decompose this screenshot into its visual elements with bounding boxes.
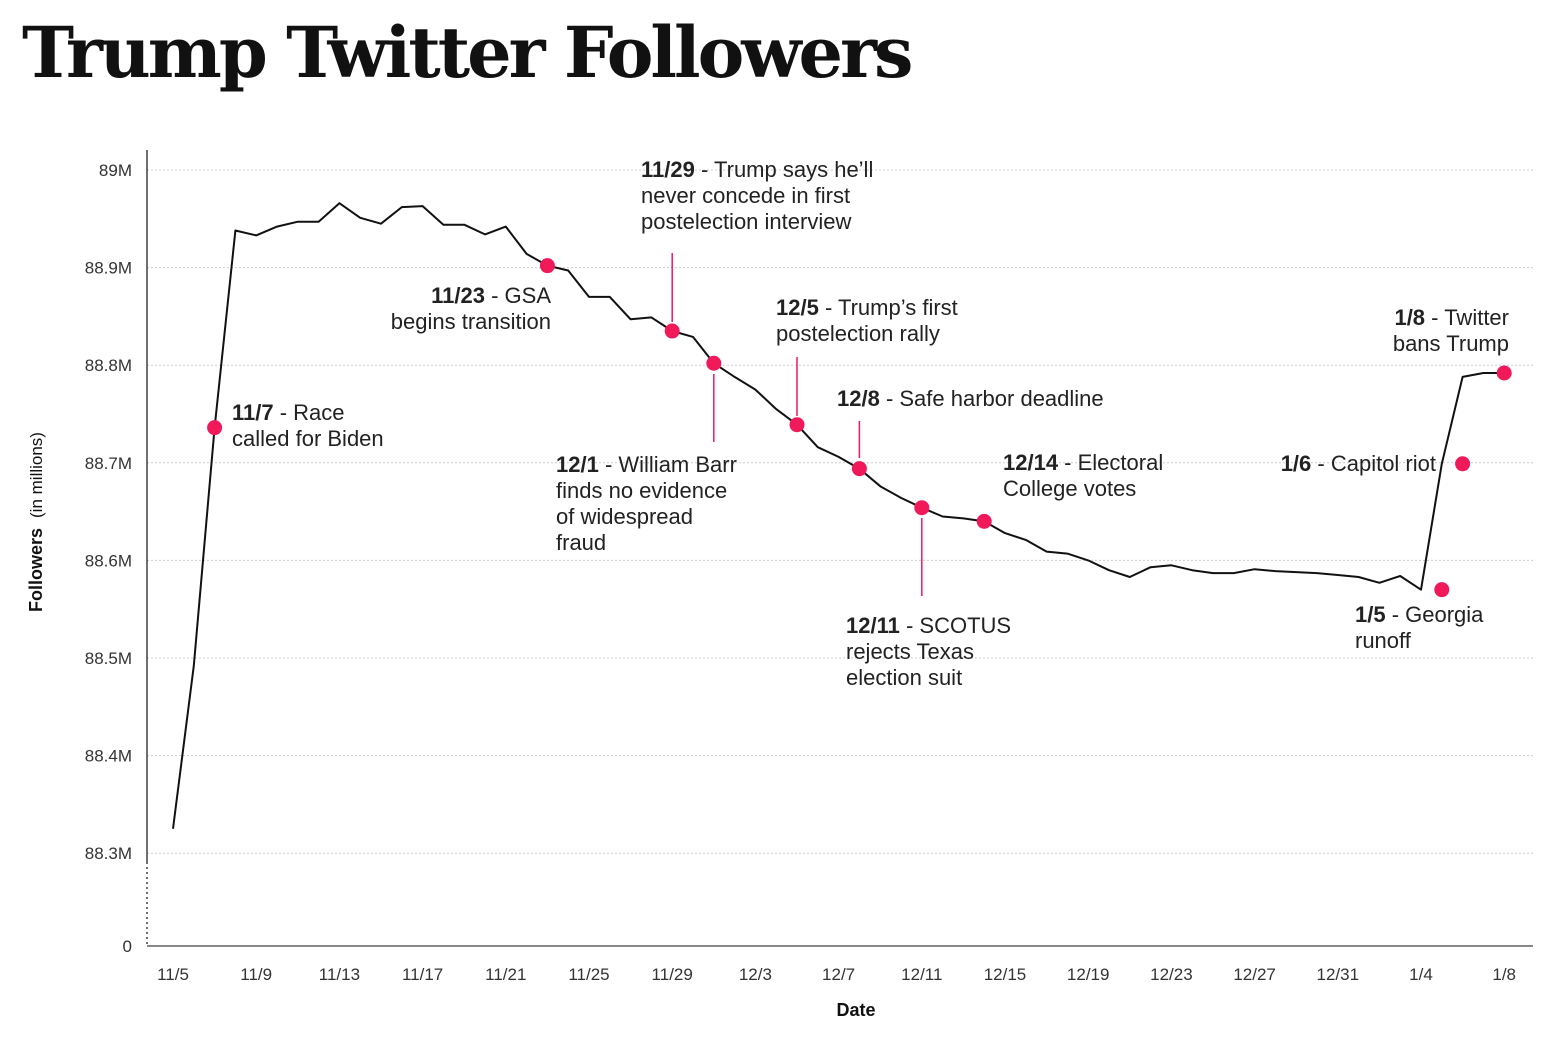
annotation-text: - Electoral bbox=[1058, 450, 1163, 475]
highlight-dot bbox=[914, 500, 930, 516]
annotation: 11/7 - Race called for Biden bbox=[232, 400, 384, 451]
annotation-text: - Capitol riot bbox=[1311, 451, 1436, 476]
annotation-text: postelection rally bbox=[776, 321, 940, 346]
x-tick-label: 11/9 bbox=[240, 965, 272, 984]
x-tick-label: 12/23 bbox=[1150, 965, 1193, 984]
y-tick-label: 88.3M bbox=[85, 844, 132, 863]
highlight-dot bbox=[789, 417, 805, 433]
highlight-dot bbox=[539, 258, 555, 274]
annotation-text: rejects Texas bbox=[846, 639, 974, 664]
annotation-date: 12/14 bbox=[1003, 450, 1059, 475]
highlight-dot bbox=[1496, 365, 1512, 381]
highlight-dot bbox=[1455, 456, 1471, 472]
x-tick-label: 12/11 bbox=[901, 965, 942, 984]
annotation-text: - Trump’s first bbox=[819, 295, 958, 320]
chart-title: Trump Twitter Followers bbox=[22, 11, 913, 94]
x-tick-label: 11/25 bbox=[568, 965, 609, 984]
x-tick-labels: 11/5 11/9 11/13 11/17 11/21 11/25 11/29 12/3 12/… bbox=[157, 965, 1516, 984]
annotation-text: - Georgia bbox=[1386, 602, 1485, 627]
annotation-text: - Race bbox=[274, 400, 345, 425]
annotation: 1/6 - Capitol riot bbox=[1281, 451, 1436, 476]
highlight-dot bbox=[664, 323, 680, 339]
annotation-text: of widespread bbox=[556, 504, 693, 529]
annotation-text: - Safe harbor deadline bbox=[880, 386, 1104, 411]
x-axis-title: Date bbox=[836, 1000, 875, 1020]
highlight-dot bbox=[851, 461, 867, 477]
x-tick-label: 12/15 bbox=[984, 965, 1027, 984]
x-tick-label: 11/29 bbox=[652, 965, 693, 984]
annotation-text: postelection interview bbox=[641, 209, 851, 234]
annotation-date: 12/8 bbox=[837, 386, 880, 411]
highlight-dot bbox=[1434, 582, 1450, 598]
annotation-text: - Twitter bbox=[1425, 305, 1509, 330]
x-tick-label: 12/19 bbox=[1067, 965, 1110, 984]
annotation-date: 12/5 bbox=[776, 295, 819, 320]
annotation-text: runoff bbox=[1355, 628, 1412, 653]
gridlines bbox=[147, 169, 1533, 854]
annotation: 1/8 - Twitter bans Trump bbox=[1393, 305, 1509, 356]
x-tick-label: 12/7 bbox=[822, 965, 855, 984]
series bbox=[172, 202, 1505, 829]
y-tick-label: 89M bbox=[99, 161, 132, 180]
x-tick-label: 1/8 bbox=[1492, 965, 1516, 984]
annotation-leader-lines bbox=[671, 253, 923, 596]
y-tick-label: 88.6M bbox=[85, 551, 132, 570]
highlight-dot bbox=[207, 420, 223, 436]
annotation: 12/11 - SCOTUS rejects Texas election suit bbox=[846, 613, 1011, 690]
y-tick-label: 88.5M bbox=[85, 649, 132, 668]
annotation-text: election suit bbox=[846, 665, 962, 690]
x-tick-label: 11/17 bbox=[402, 965, 443, 984]
annotation-text: begins transition bbox=[391, 309, 551, 334]
x-tick-label: 11/5 bbox=[157, 965, 189, 984]
highlight-dots bbox=[207, 258, 1512, 598]
highlight-dot bbox=[706, 355, 722, 371]
y-tick-label: 88.8M bbox=[85, 356, 132, 375]
annotation-text: - GSA bbox=[485, 283, 551, 308]
annotation-date: 1/5 bbox=[1355, 602, 1386, 627]
y-tick-label: 88.7M bbox=[85, 454, 132, 473]
annotation: 11/23 - GSA begins transition bbox=[391, 283, 552, 334]
x-tick-label: 12/27 bbox=[1233, 965, 1276, 984]
annotation: 12/14 - Electoral College votes bbox=[1003, 450, 1163, 501]
y-tick-labels: 89M 88.9M 88.8M 88.7M 88.6M 88.5M 88.4M 88.3M 0 bbox=[85, 161, 132, 956]
highlight-dot bbox=[976, 513, 992, 529]
axes bbox=[146, 150, 1533, 947]
annotation-text: - William Barr bbox=[599, 452, 737, 477]
x-tick-label: 1/4 bbox=[1409, 965, 1433, 984]
y-axis-title-note: (in millions) bbox=[27, 432, 46, 518]
annotation-text: fraud bbox=[556, 530, 606, 555]
annotation-text: bans Trump bbox=[1393, 331, 1509, 356]
annotation-date: 11/29 bbox=[641, 157, 695, 182]
annotation-date: 1/8 bbox=[1394, 305, 1425, 330]
annotation: 12/8 - Safe harbor deadline bbox=[837, 386, 1104, 411]
annotation: 1/5 - Georgia runoff bbox=[1355, 602, 1484, 653]
x-tick-label: 11/13 bbox=[319, 965, 360, 984]
annotation: 12/1 - William Barr finds no evidence of w… bbox=[556, 452, 737, 555]
y-axis-title-main: Followers bbox=[26, 528, 46, 612]
annotation-date: 12/11 bbox=[846, 613, 900, 638]
annotation-date: 11/7 bbox=[232, 400, 274, 425]
y-tick-label: 88.9M bbox=[85, 259, 132, 278]
x-tick-label: 11/21 bbox=[485, 965, 526, 984]
annotation-text: College votes bbox=[1003, 476, 1136, 501]
annotation-date: 12/1 bbox=[556, 452, 599, 477]
y-axis-title: Followers (in millions) bbox=[26, 432, 46, 612]
x-tick-label: 12/31 bbox=[1317, 965, 1360, 984]
annotation: 12/5 - Trump’s first postelection rally bbox=[776, 295, 958, 346]
annotation: 11/29 - Trump says he’ll never concede in… bbox=[641, 157, 873, 234]
annotation-text: - Trump says he’ll bbox=[695, 157, 874, 182]
annotation-text: never concede in first bbox=[641, 183, 850, 208]
annotation-date: 11/23 bbox=[431, 283, 485, 308]
x-tick-label: 12/3 bbox=[739, 965, 772, 984]
annotation-text: finds no evidence bbox=[556, 478, 727, 503]
y-tick-label: 88.4M bbox=[85, 747, 132, 766]
series-line bbox=[172, 202, 1505, 829]
annotations: 11/7 - Race called for Biden 11/23 - GSA be… bbox=[232, 157, 1509, 690]
annotation-date: 1/6 bbox=[1281, 451, 1312, 476]
annotation-text: - SCOTUS bbox=[900, 613, 1011, 638]
annotation-text: called for Biden bbox=[232, 426, 384, 451]
y-tick-label: 0 bbox=[123, 937, 132, 956]
